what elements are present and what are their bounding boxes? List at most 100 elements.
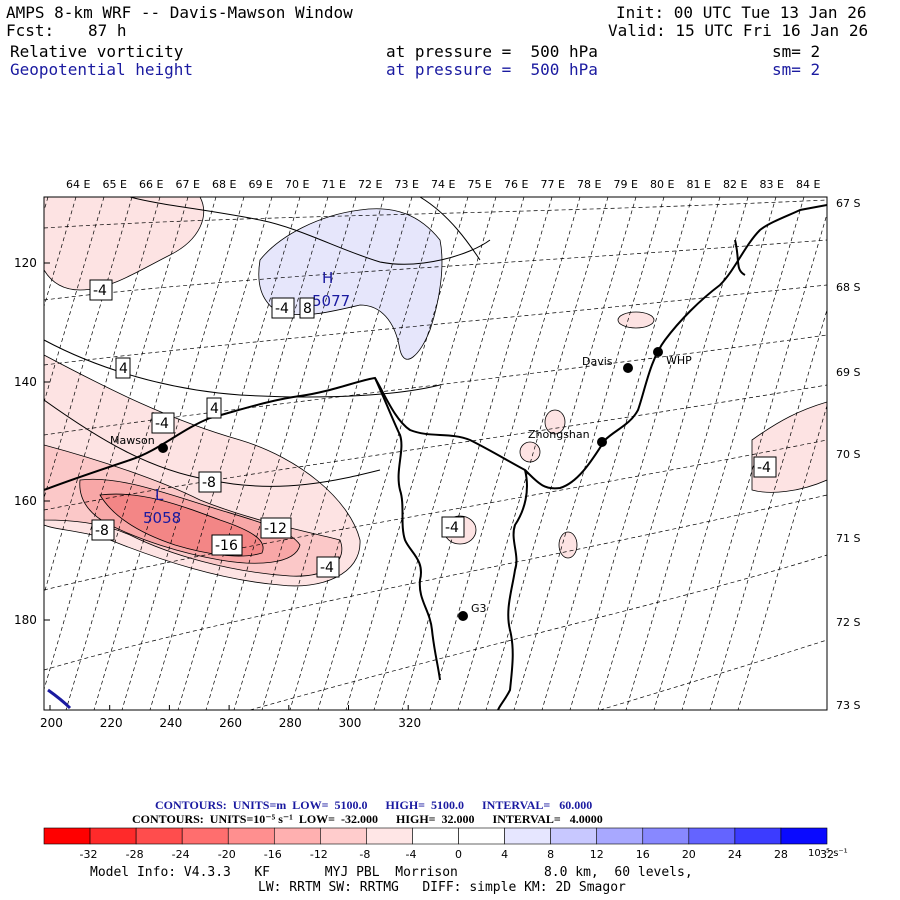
contour-label: 4 [206, 397, 222, 419]
svg-text:8: 8 [303, 301, 312, 317]
x-tick-label: 220 [100, 716, 123, 730]
station-marker [458, 611, 468, 621]
color-bar-label: -8 [359, 848, 370, 861]
color-bar-label: -16 [264, 848, 282, 861]
meridian-line [121, 197, 273, 710]
forecast-hour: 87 h [88, 21, 127, 40]
station-label: Zhongshan [528, 428, 590, 441]
color-bar-label: -12 [310, 848, 328, 861]
y-axis-ticks: 120 140 160 180 [14, 256, 50, 627]
color-bar-label: 16 [636, 848, 650, 861]
y-tick-label: 140 [14, 375, 37, 389]
station-marker [623, 363, 633, 373]
meridian-line [625, 197, 777, 710]
color-bar-swatch [273, 827, 321, 845]
meridian-line [261, 197, 413, 710]
station-label: WHP [666, 354, 692, 367]
color-bar-label: 24 [728, 848, 742, 861]
contours-geopotential: CONTOURS: UNITS=m LOW= 5100.0 HIGH= 5100… [155, 798, 593, 812]
contour-label: -8 [91, 519, 115, 541]
contour-label: -4 [316, 556, 340, 578]
valid-time: Valid: 15 UTC Fri 16 Jan 26 [608, 21, 869, 40]
x-tick-label: 300 [339, 716, 362, 730]
meridian-line [737, 404, 827, 710]
color-bar-label: -24 [172, 848, 190, 861]
color-bar-label: -28 [126, 848, 144, 861]
model-info-line1: Model Info: V4.3.3 KF MYJ PBL Morrison 8… [90, 865, 693, 880]
color-bar-label: -32 [80, 848, 98, 861]
latitude-label: 68 S [836, 281, 860, 294]
contour-label: -4 [441, 516, 465, 538]
svg-text:-4: -4 [445, 520, 459, 536]
field1-level: at pressure = 500 hPa [386, 42, 598, 61]
y-tick-label: 120 [14, 256, 37, 270]
svg-text:4: 4 [119, 361, 128, 377]
latitude-label: 71 S [836, 532, 860, 545]
meridian-line [44, 197, 189, 691]
longitude-label: 80 E [650, 178, 674, 191]
x-tick-label: 200 [40, 716, 63, 730]
field2-level: at pressure = 500 hPa [386, 60, 598, 79]
color-bar: -32 -28 -24 -20 -16 -12 -8 -4 0 4 8 12 16 20 24 28 32 10… [43, 827, 848, 861]
longitude-label: 77 E [541, 178, 565, 191]
map-frame [43, 196, 828, 711]
svg-text:-4: -4 [275, 301, 289, 317]
svg-text:-8: -8 [202, 475, 216, 491]
svg-text:-4: -4 [757, 460, 771, 476]
meridian-line [429, 197, 581, 710]
color-bar-swatch [227, 827, 275, 845]
latitude-label: 70 S [836, 448, 860, 461]
longitude-label: 69 E [249, 178, 273, 191]
meridian-line [65, 197, 217, 710]
color-bar-label: 12 [590, 848, 604, 861]
color-bar-label: 28 [774, 848, 788, 861]
color-bar-swatch [366, 827, 413, 845]
svg-text:-8: -8 [95, 523, 109, 539]
color-bar-swatch [320, 827, 367, 845]
longitude-label: 66 E [139, 178, 163, 191]
field2-name: Geopotential height [10, 60, 194, 79]
meridian-line [597, 197, 749, 710]
color-bar-swatch [734, 827, 782, 845]
station-marker [158, 443, 168, 453]
contour-label: 4 [115, 357, 131, 379]
meridian-line [0, 197, 20, 710]
contour-label: -4 [271, 297, 295, 319]
contour-label: 8 [299, 297, 315, 319]
color-bar-swatch [780, 827, 828, 845]
positive-vorticity-area [258, 208, 443, 360]
stations: Davis WHP Mawson Zhongshan G3 [110, 347, 692, 621]
x-axis-ticks: 200 220 240 260 280 300 320 [40, 705, 421, 730]
meridian-line [44, 197, 161, 595]
color-bar-unit: 10⁻⁵ s⁻¹ [808, 848, 848, 859]
meridian-line [44, 197, 133, 500]
color-bar-swatch [596, 827, 644, 845]
color-bar-label: 8 [547, 848, 554, 861]
latitude-label: 72 S [836, 616, 860, 629]
contour-label: -4 [151, 412, 175, 434]
contour-label: -4 [89, 279, 113, 301]
longitude-label: 72 E [358, 178, 382, 191]
svg-text:-4: -4 [155, 416, 169, 432]
field2-smoothing: sm= 2 [772, 60, 821, 79]
meridian-line [709, 308, 827, 710]
color-bar-swatch [504, 827, 551, 845]
meridian-line [289, 197, 441, 710]
longitude-label: 76 E [504, 178, 528, 191]
longitude-label: 79 E [614, 178, 638, 191]
color-bar-label: -4 [405, 848, 416, 861]
station-label: G3 [471, 602, 487, 615]
color-bar-label: 4 [501, 848, 508, 861]
longitude-label: 73 E [395, 178, 419, 191]
longitude-label: 83 E [760, 178, 784, 191]
longitude-label: 78 E [577, 178, 601, 191]
contour-label: -12 [260, 517, 292, 539]
meridian-line [93, 197, 245, 710]
longitude-label: 70 E [285, 178, 309, 191]
low-symbol: L [155, 486, 164, 504]
svg-text:4: 4 [210, 401, 219, 417]
color-bar-swatch [412, 827, 459, 845]
field1-name: Relative vorticity [10, 42, 184, 61]
meridian-line [373, 197, 525, 710]
y-tick-label: 180 [14, 613, 37, 627]
